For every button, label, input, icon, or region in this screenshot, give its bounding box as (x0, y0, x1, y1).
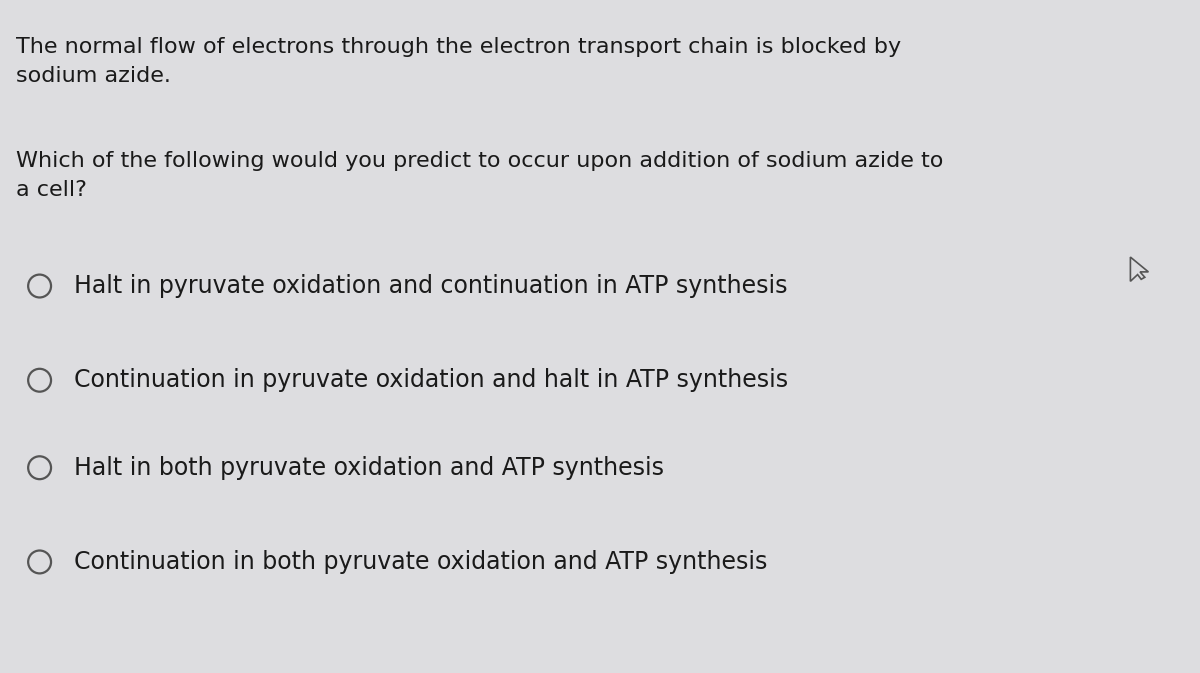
Text: Continuation in both pyruvate oxidation and ATP synthesis: Continuation in both pyruvate oxidation … (74, 550, 768, 574)
Text: The normal flow of electrons through the electron transport chain is blocked by
: The normal flow of electrons through the… (16, 37, 901, 86)
Text: Halt in pyruvate oxidation and continuation in ATP synthesis: Halt in pyruvate oxidation and continuat… (74, 274, 788, 298)
Text: Halt in both pyruvate oxidation and ATP synthesis: Halt in both pyruvate oxidation and ATP … (74, 456, 665, 480)
Text: Which of the following would you predict to occur upon addition of sodium azide : Which of the following would you predict… (16, 151, 943, 201)
Text: Continuation in pyruvate oxidation and halt in ATP synthesis: Continuation in pyruvate oxidation and h… (74, 368, 788, 392)
